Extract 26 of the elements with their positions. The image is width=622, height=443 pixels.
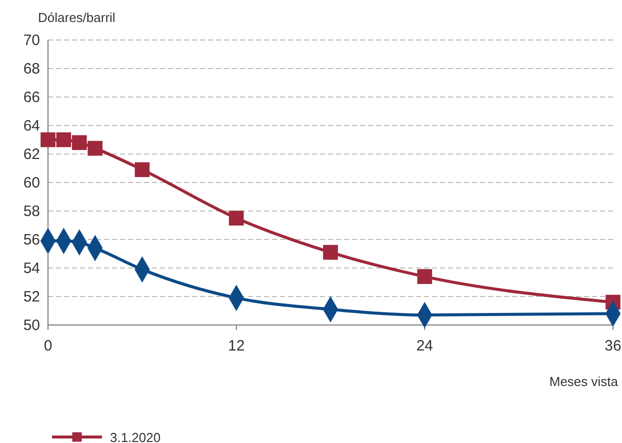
- y-tick-label: 54: [23, 260, 40, 277]
- y-tick-label: 62: [23, 146, 40, 163]
- y-tick-label: 50: [23, 316, 40, 334]
- y-tick-label: 60: [23, 174, 40, 192]
- y-tick-label: 64: [23, 117, 40, 134]
- point: [323, 244, 338, 260]
- y-tick-label: 58: [23, 202, 40, 220]
- point: [417, 269, 432, 284]
- y-tick-label: 66: [23, 88, 40, 106]
- x-tick-label: 36: [604, 338, 622, 355]
- y-tick-label: 56: [23, 231, 40, 248]
- y-tick-label: 70: [23, 32, 40, 49]
- point: [40, 132, 56, 148]
- y-tick-label: 52: [23, 288, 40, 306]
- point: [134, 162, 150, 178]
- x-tick-label: 0: [44, 338, 52, 355]
- y-tick-label: 68: [23, 60, 40, 78]
- point: [56, 132, 72, 148]
- x-tick-label: 24: [416, 338, 434, 355]
- x-axis-title: Meses vista: [549, 374, 619, 389]
- point: [72, 135, 87, 150]
- legend-label: 3.1.2020: [110, 430, 161, 443]
- x-tick-label: 12: [228, 338, 245, 355]
- y-axis-title: Dólares/barril: [38, 10, 116, 25]
- point: [228, 210, 244, 226]
- point: [88, 140, 102, 156]
